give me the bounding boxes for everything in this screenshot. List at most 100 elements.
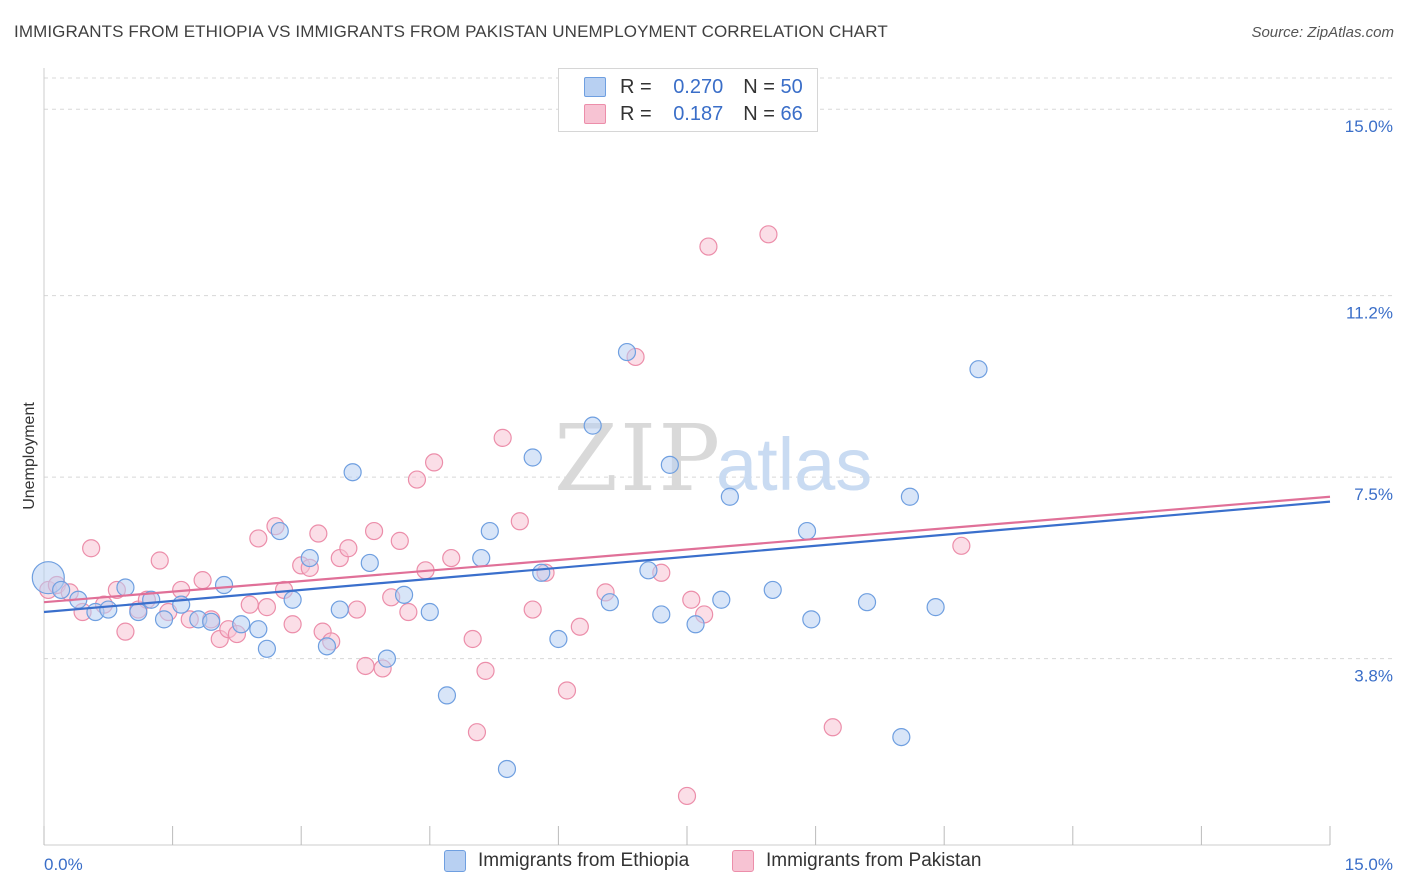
watermark-zip: ZIP [554, 405, 722, 512]
pakistan-point [407, 470, 427, 489]
pakistan-point [240, 595, 259, 614]
pakistan-point [424, 453, 444, 472]
ethiopia-point [52, 580, 71, 600]
ethiopia-point [116, 578, 135, 597]
ethiopia-swatch [584, 77, 606, 97]
axes [43, 68, 1331, 846]
ethiopia-point [437, 686, 457, 705]
ethiopia-point [926, 598, 945, 617]
ethiopia-point [99, 600, 118, 619]
pakistan-point [442, 548, 461, 568]
pakistan-point [677, 786, 697, 806]
ethiopia-point [617, 342, 637, 362]
pakistan-point [356, 656, 375, 676]
r-label: R = [620, 102, 652, 125]
pakistan-point [493, 428, 512, 447]
ethiopia-point [480, 521, 499, 541]
r-label: R = [620, 75, 652, 98]
ethiopia-point [583, 416, 602, 435]
y-tick-label: 7.5% [1354, 485, 1393, 504]
watermark-atlas: atlas [716, 423, 872, 506]
n-label: N = [743, 102, 775, 125]
ethiopia-point [639, 561, 658, 580]
y-tick-labels: 3.8% 7.5% 11.2% 15.0% [1345, 117, 1393, 685]
ethiopia-point [892, 727, 911, 747]
x-tick-label-min: 0.0% [44, 855, 83, 874]
ethiopia-point [394, 585, 414, 604]
ethiopia-point [900, 487, 920, 506]
y-tick-label: 15.0% [1345, 117, 1393, 136]
pakistan-point [390, 531, 409, 550]
ethiopia-point [802, 610, 821, 629]
legend-label-ethiopia: Immigrants from Ethiopia [478, 850, 690, 871]
pakistan-point [467, 723, 487, 742]
chart-title: IMMIGRANTS FROM ETHIOPIA VS IMMIGRANTS F… [14, 22, 888, 41]
ethiopia-trend-line [43, 500, 1331, 614]
ethiopia-point [257, 639, 277, 658]
pakistan-point [364, 521, 384, 541]
pakistan-legend-swatch [732, 850, 754, 872]
ethiopia-point [712, 590, 731, 609]
pakistan-point [116, 622, 135, 641]
pakistan-point [249, 529, 268, 548]
ethiopia-point [686, 615, 705, 634]
ethiopia-point [523, 448, 542, 467]
pakistan-point [952, 536, 971, 555]
ethiopia-point [763, 580, 782, 600]
pakistan-point [699, 237, 718, 256]
ethiopia-point [600, 593, 619, 612]
grid-lines [44, 77, 1392, 660]
legend-item-ethiopia[interactable]: Immigrants from Ethiopia [444, 850, 689, 872]
y-axis-label: Unemployment [21, 402, 38, 510]
y-tick-label: 11.2% [1346, 304, 1393, 323]
n-value: 66 [780, 102, 803, 125]
pakistan-point [510, 512, 529, 531]
ethiopia-point [549, 629, 568, 649]
trend-lines [43, 495, 1331, 614]
ethiopia-point [497, 759, 517, 779]
pakistan-point [339, 539, 358, 558]
pakistan-point [759, 225, 778, 244]
r-value: 0.187 [673, 102, 724, 125]
ethiopia-point [214, 575, 234, 595]
stats-row-ethiopia: R = 0.270 N = 50 [559, 73, 803, 101]
ethiopia-point [857, 593, 877, 612]
ethiopia-point [797, 521, 817, 541]
watermark: ZIP atlas [554, 405, 872, 512]
pakistan-point [463, 629, 482, 649]
pakistan-swatch [584, 104, 606, 124]
series-legend: Immigrants from Ethiopia Immigrants from… [0, 850, 1406, 878]
source-label: Source: ZipAtlas.com [1251, 24, 1394, 41]
ethiopia-point [249, 620, 268, 639]
stats-legend: R = 0.270 N = 50 R = 0.187 N = 66 [558, 68, 818, 132]
ethiopia-point [377, 649, 397, 668]
ethiopia-point [720, 487, 739, 506]
ethiopia-point [270, 521, 289, 541]
n-label: N = [743, 75, 775, 98]
pakistan-point [193, 571, 212, 590]
x-tick-label-max: 15.0% [1345, 855, 1393, 874]
pakistan-point [283, 615, 302, 634]
pakistan-point [823, 718, 842, 737]
pakistan-point [570, 617, 589, 636]
ethiopia-point [330, 600, 349, 619]
legend-item-pakistan[interactable]: Immigrants from Pakistan [732, 850, 981, 872]
ethiopia-point [202, 612, 221, 631]
pakistan-point [257, 598, 277, 617]
pakistan-point [557, 681, 577, 700]
pakistan-point [476, 661, 495, 680]
ethiopia-point [420, 602, 439, 622]
ethiopia-point [283, 590, 302, 609]
pakistan-point [309, 524, 328, 543]
pakistan-point [150, 551, 169, 570]
pakistan-point [399, 602, 418, 622]
ethiopia-point [232, 615, 251, 634]
ethiopia-point [343, 463, 362, 482]
pakistan-trend-line [43, 495, 1331, 604]
pakistan-point [682, 590, 701, 609]
ethiopia-point [317, 637, 337, 656]
y-tick-label: 3.8% [1354, 667, 1393, 686]
r-value: 0.270 [673, 75, 724, 98]
ethiopia-point [660, 455, 679, 474]
